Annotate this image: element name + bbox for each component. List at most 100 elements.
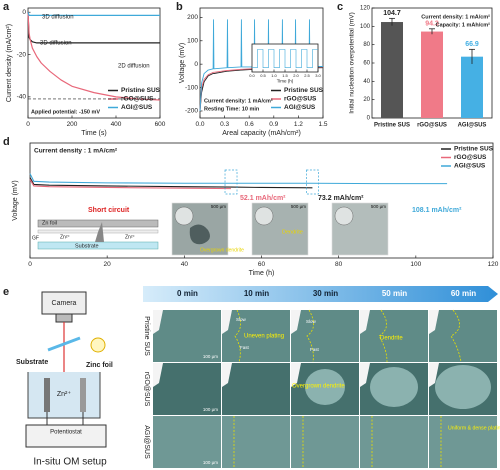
x-tick-label: 120 (488, 261, 499, 268)
x-axis-label: Areal capacity (mAh/cm²) (222, 130, 301, 137)
x-axis-label: Time (h) (277, 78, 294, 83)
dendrite-blob (189, 224, 210, 245)
annotation: 3D diffusion (42, 15, 74, 21)
row-label: rGO@SUS (143, 372, 150, 407)
substrate-label: Substrate (16, 359, 48, 366)
micrograph (429, 310, 497, 362)
potentiostat-box (25, 424, 107, 448)
y-axis-label: Voltage (mV) (12, 180, 19, 220)
annotation: Overgrown dendrite (292, 384, 345, 390)
x-axis-label: Time (h) (249, 270, 275, 277)
x-tick-label: 3.0 (315, 73, 321, 78)
panel-label: d (3, 136, 10, 148)
panel-label: c (337, 1, 343, 13)
highlight-box (306, 169, 319, 195)
y-axis-label: Current density (mA/cm²) (6, 24, 13, 102)
scale-bar: 100 μm (203, 407, 218, 412)
electrode-edge (429, 363, 439, 387)
annotation: 73.2 mAh/cm² (318, 195, 364, 202)
electrode-edge (360, 363, 370, 387)
annotation: Resting Time: 10 min (204, 106, 260, 112)
micrograph (222, 310, 290, 362)
y-tick-label: 100 (187, 37, 198, 44)
micrograph (360, 310, 428, 362)
camera-label: Camera (52, 300, 77, 307)
x-tick-label: 1.5 (282, 73, 288, 78)
y-tick-label: 120 (360, 6, 371, 12)
x-tick-label: 1.0 (271, 73, 277, 78)
electrode-edge (153, 363, 163, 387)
bar (381, 22, 403, 118)
x-tick-label: 2.5 (304, 73, 310, 78)
legend-label: Pristine SUS (454, 146, 494, 153)
time-label: 60 min (451, 289, 476, 298)
x-tick-label: 2.0 (293, 73, 299, 78)
series-line (199, 19, 323, 112)
y-tick-label: -100 (185, 84, 198, 91)
micrograph (360, 416, 428, 468)
time-arrow (143, 286, 498, 302)
x-tick-label: 1.2 (294, 121, 303, 128)
series-line (252, 49, 318, 68)
legend-label: rGO@SUS (284, 96, 317, 103)
panel-label: b (176, 1, 183, 13)
dendrite-cloud (435, 365, 491, 409)
highlight-box (224, 169, 238, 195)
mirror (47, 336, 81, 352)
potentiostat-label: Potentiostat (50, 430, 82, 436)
value-label: 104.7 (383, 10, 401, 17)
annotation: Overgrown dendrite (200, 247, 244, 253)
zinc-electrode (80, 378, 86, 412)
annotation: Dendrite (282, 229, 303, 235)
time-label: 0 min (177, 289, 198, 298)
bar (421, 31, 443, 118)
scale-bar: 100 μm (203, 354, 218, 359)
y-axis-label: Initial nucleation overpotential (mV) (349, 12, 356, 114)
x-tick-label: 60 (258, 261, 266, 268)
legend-label: Pristine SUS (121, 87, 161, 94)
x-tick-label: 0.0 (195, 121, 204, 128)
annotation: GF (32, 235, 39, 241)
x-tick-label: 0 (26, 121, 30, 128)
legend-label: rGO@SUS (454, 154, 487, 161)
annotation: 500 μm (211, 204, 226, 209)
annotation: Fast (240, 345, 250, 350)
x-tick-label: 600 (155, 121, 166, 128)
micrograph (291, 416, 359, 468)
dendrite (95, 222, 104, 242)
y-tick-label: 100 (360, 24, 371, 30)
annotation: 52.1 mAh/cm² (240, 195, 286, 202)
series-line (29, 177, 313, 189)
zn-foil (37, 219, 159, 228)
y-tick-label: 20 (363, 97, 370, 103)
annotation: 500 μm (291, 204, 306, 209)
x-tick-label: 0 (28, 261, 32, 268)
value-label: 66.9 (465, 41, 479, 48)
substrate-electrode (44, 378, 50, 412)
x-tick-label: 20 (104, 261, 112, 268)
y-tick-label: 60 (363, 61, 370, 67)
x-tick-label: 0.3 (220, 121, 229, 128)
electrode-edge (429, 310, 439, 334)
growth-front (306, 309, 314, 363)
series-line (27, 12, 161, 101)
x-axis-label: Time (s) (81, 130, 106, 137)
x-tick-label: 100 (410, 261, 421, 268)
x-tick-label: 80 (335, 261, 343, 268)
series-line (29, 173, 448, 185)
x-tick-label: 40 (181, 261, 189, 268)
micrograph (153, 363, 221, 415)
annotation: 108.1 mAh/cm² (412, 207, 462, 214)
annotation: Zn²⁺ (60, 234, 71, 240)
x-tick-label: 200 (67, 121, 78, 128)
x-tick-label: 0.0 (249, 73, 255, 78)
x-tick-label: 0.5 (260, 73, 266, 78)
annotation: Applied potential: -150 mV (31, 109, 100, 115)
dendrite-cloud (305, 369, 345, 405)
annotation: Fast (310, 347, 320, 352)
y-tick-label: 0 (194, 61, 198, 68)
camera-lens (55, 313, 73, 323)
annotation: Substrate (75, 243, 99, 249)
time-label: 50 min (382, 289, 407, 298)
time-label: 10 min (244, 289, 269, 298)
